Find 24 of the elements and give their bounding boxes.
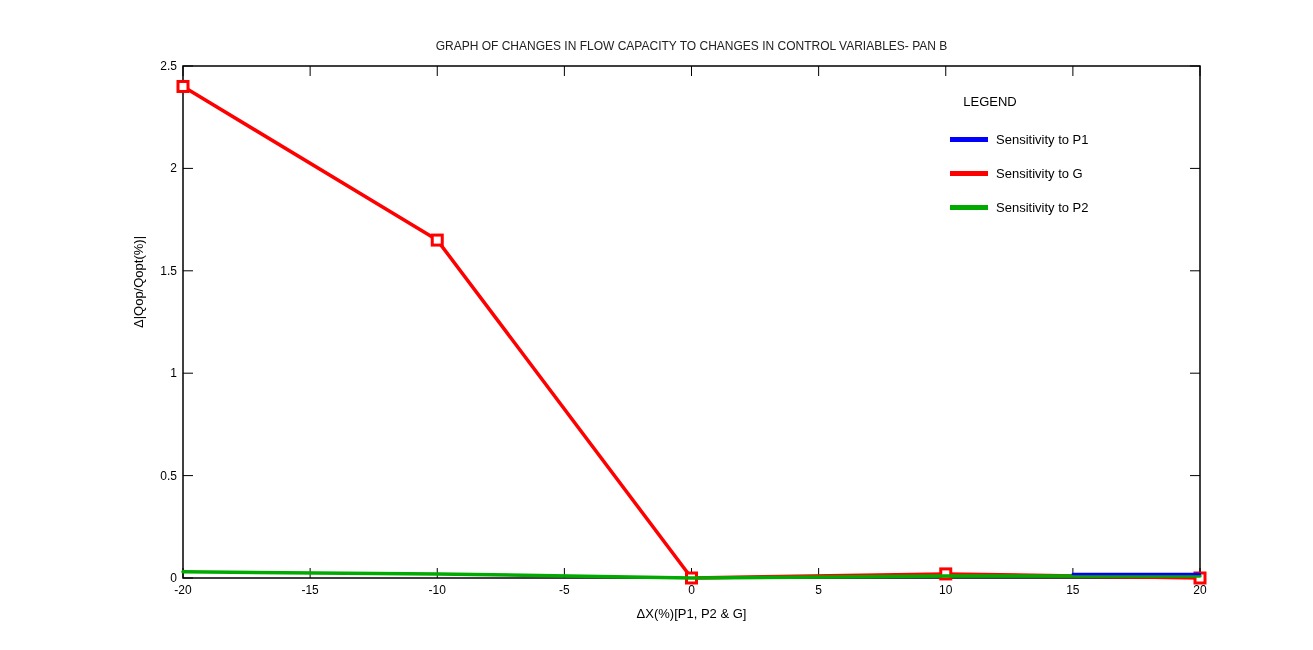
x-tick-label: -20 bbox=[174, 583, 192, 597]
x-tick-label: -15 bbox=[301, 583, 320, 597]
x-tick-label: 10 bbox=[939, 583, 953, 597]
y-tick-label: 2.5 bbox=[160, 59, 178, 73]
chart-title: GRAPH OF CHANGES IN FLOW CAPACITY TO CHANGES IN CONTROL VARIABLES- PAN B bbox=[435, 39, 948, 53]
y-tick-label: 1.5 bbox=[160, 263, 178, 278]
x-tick-label: -5 bbox=[559, 583, 571, 597]
y-tick-label: 0.5 bbox=[160, 468, 178, 483]
legend-label: Sensitivity to G bbox=[996, 166, 1083, 181]
legend-title: LEGEND bbox=[963, 94, 1017, 109]
x-axis-title: ΔX(%)[P1, P2 & G] bbox=[636, 606, 747, 621]
legend-label: Sensitivity to P2 bbox=[996, 200, 1089, 215]
x-tick-label: 20 bbox=[1193, 583, 1207, 597]
x-tick-label: 15 bbox=[1066, 583, 1080, 597]
x-tick-label: 0 bbox=[688, 583, 696, 597]
point bbox=[430, 233, 444, 247]
y-tick-label: 0 bbox=[170, 571, 178, 585]
y-tick-label: 2 bbox=[170, 161, 178, 176]
y-tick-label: 1 bbox=[170, 366, 178, 381]
y-axis-title: Δ|Qop/Qopt(%)| bbox=[131, 235, 146, 329]
legend-label: Sensitivity to P1 bbox=[996, 132, 1089, 147]
x-tick-label: -10 bbox=[428, 583, 447, 597]
point bbox=[176, 79, 190, 93]
x-tick-label: 5 bbox=[815, 583, 823, 597]
